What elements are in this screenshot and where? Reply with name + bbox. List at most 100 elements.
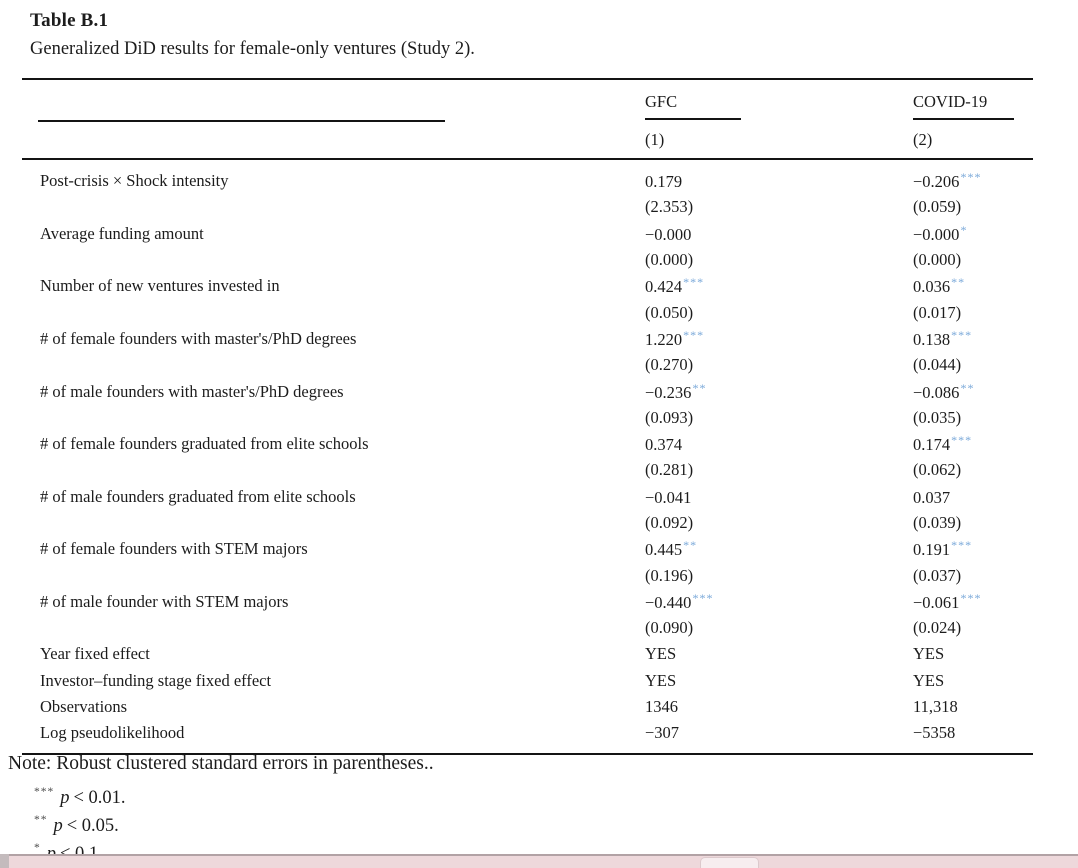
table-note: Note: Robust clustered standard errors i… — [8, 753, 434, 774]
results-table: GFC (1) COVID-19 (2) Post-crisis × Shock… — [22, 78, 1033, 755]
row-label: # of female founders graduated from elit… — [40, 434, 369, 454]
table-row-info: Log pseudolikelihood −307 −5358 — [22, 720, 1033, 746]
cell-se: (0.092) — [645, 513, 694, 532]
cell-coef: 0.191*** — [913, 538, 973, 560]
significance-stars — [691, 486, 692, 500]
cell-coef: 0.174*** — [913, 433, 973, 455]
significance-stars: *** — [951, 327, 973, 342]
table-row: # of female founders with master's/PhD d… — [22, 326, 1033, 352]
table-top-rule — [22, 78, 1033, 80]
cell-coef: −0.061*** — [913, 590, 982, 612]
significance-stars — [682, 170, 683, 184]
cell-coef: 1.220*** — [645, 327, 705, 349]
row-label: # of male founder with STEM majors — [40, 591, 289, 611]
column-header-covid: COVID-19 (2) — [913, 92, 1014, 150]
scrollbar-thumb[interactable] — [700, 857, 759, 868]
cell-coef: −0.206*** — [913, 170, 982, 192]
cell-coef: 0.374 — [645, 433, 683, 455]
table-row-se: (0.270) (0.044) — [22, 352, 1033, 378]
cell-se: (0.000) — [913, 250, 962, 270]
table-body: Post-crisis × Shock intensity 0.179 −0.2… — [22, 160, 1033, 753]
cell-coef: 0.138*** — [913, 327, 973, 349]
table-caption: Generalized DiD results for female-only … — [30, 39, 475, 59]
cell-se: (0.050) — [645, 302, 694, 322]
table-row-se: (0.000) (0.000) — [22, 247, 1033, 273]
table-row-se: (0.050) (0.017) — [22, 299, 1033, 325]
cell-value: −5358 — [913, 723, 956, 743]
cell-coef: −0.440*** — [645, 590, 714, 612]
table-row: # of female founders with STEM majors 0.… — [22, 536, 1033, 562]
significance-stars: *** — [951, 433, 973, 448]
cell-coef: −0.236** — [645, 380, 707, 402]
significance-stars: * — [34, 842, 41, 854]
table-row: # of male founder with STEM majors −0.44… — [22, 589, 1033, 615]
cell-se: (0.059) — [913, 197, 962, 217]
cell-coef: 0.037 — [913, 487, 951, 507]
cell-se: (0.270) — [645, 355, 694, 375]
cell-se: (0.024) — [913, 618, 962, 638]
cell-se: (0.196) — [645, 565, 694, 585]
cell-se: (2.353) — [645, 197, 694, 217]
row-label: Average funding amount — [40, 223, 204, 243]
row-label: Investor–funding stage fixed effect — [40, 670, 272, 690]
column-number-2: (2) — [913, 129, 933, 149]
table-row-se: (0.090) (0.024) — [22, 615, 1033, 641]
cell-se: (0.037) — [913, 565, 962, 585]
significance-stars: *** — [683, 275, 705, 290]
significance-stars: *** — [960, 590, 982, 605]
table-header-rule — [22, 158, 1033, 160]
column-header-gfc-label: GFC — [645, 92, 678, 111]
column-header-gfc-underline — [645, 118, 741, 120]
cell-se: (0.062) — [913, 460, 962, 480]
horizontal-scrollbar[interactable] — [0, 854, 1078, 868]
significance-stars — [691, 223, 692, 237]
cell-coef: 0.179 — [645, 170, 683, 192]
cell-value: −307 — [645, 723, 680, 743]
cell-value: YES — [913, 644, 945, 664]
cell-coef: 0.036** — [913, 275, 966, 297]
column-header-gfc: GFC (1) — [645, 92, 741, 150]
scrollbar-left-cap — [0, 854, 9, 868]
table-row-se: (0.281) (0.062) — [22, 457, 1033, 483]
table-title: Table B.1 — [30, 10, 109, 31]
row-label: Number of new ventures invested in — [40, 276, 280, 296]
table-bottom-rule — [22, 752, 1033, 755]
column-header-covid-underline — [913, 118, 1014, 120]
table-row: # of female founders graduated from elit… — [22, 431, 1033, 457]
cell-coef: −0.000* — [913, 222, 968, 244]
table-row-se: (2.353) (0.059) — [22, 194, 1033, 220]
row-label: Observations — [40, 697, 128, 717]
row-label: # of male founders graduated from elite … — [40, 486, 356, 506]
significance-legend-005: ** p < 0.05. — [34, 814, 119, 836]
label-column-underline — [38, 120, 445, 122]
table-row-se: (0.092) (0.039) — [22, 510, 1033, 536]
cell-se: (0.039) — [913, 513, 962, 532]
cell-coef: −0.086** — [913, 380, 975, 402]
significance-stars: *** — [683, 327, 705, 342]
row-label: Post-crisis × Shock intensity — [40, 171, 229, 191]
significance-stars: ** — [34, 814, 48, 826]
table-row: Post-crisis × Shock intensity 0.179 −0.2… — [22, 168, 1033, 194]
table-row-se: (0.196) (0.037) — [22, 562, 1033, 588]
significance-stars: * — [960, 222, 968, 237]
table-row-info: Investor–funding stage fixed effect YES … — [22, 668, 1033, 694]
significance-stars — [682, 433, 683, 447]
column-number-1: (1) — [645, 129, 665, 149]
cell-se: (0.035) — [913, 407, 962, 427]
cell-value: 11,318 — [913, 697, 958, 717]
significance-stars: *** — [34, 786, 55, 798]
cell-se: (0.044) — [913, 355, 962, 375]
table-row: Average funding amount −0.000 −0.000* — [22, 221, 1033, 247]
cell-se: (0.093) — [645, 407, 694, 427]
significance-stars: *** — [692, 590, 714, 605]
cell-se: (0.281) — [645, 460, 694, 480]
cell-value: YES — [645, 670, 677, 690]
table-row-info: Observations 1346 11,318 — [22, 694, 1033, 720]
significance-stars: ** — [692, 380, 707, 395]
significance-stars: *** — [951, 538, 973, 553]
cell-se: (0.017) — [913, 302, 962, 322]
cell-coef: 0.445** — [645, 538, 698, 560]
significance-stars: *** — [960, 170, 982, 185]
cell-coef: 0.424*** — [645, 275, 705, 297]
